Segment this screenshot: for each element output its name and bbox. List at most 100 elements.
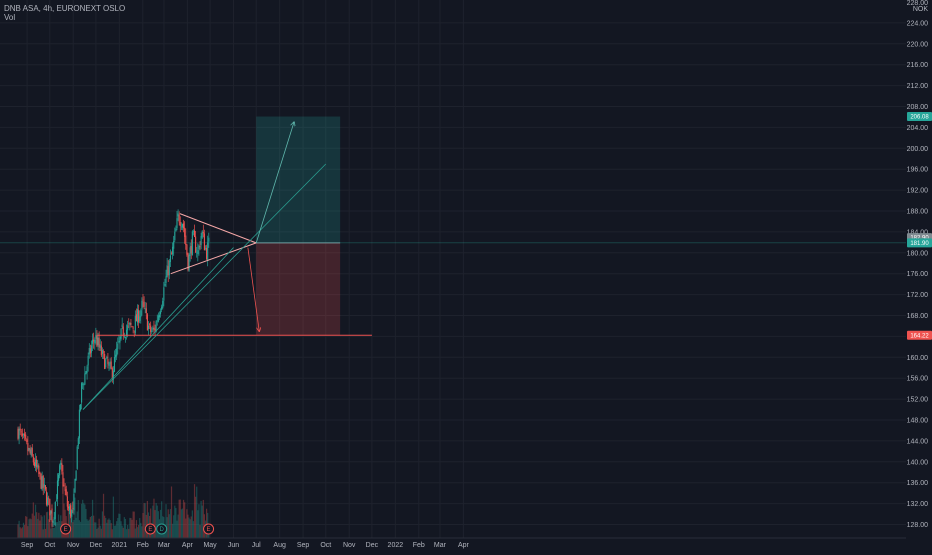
volume-bar (155, 503, 157, 538)
volume-bar (87, 520, 89, 538)
volume-bar (23, 524, 26, 538)
price-badge (907, 238, 932, 248)
candle-body (176, 218, 178, 229)
candle-body (21, 433, 23, 436)
time-tick-label: 2022 (388, 542, 404, 549)
candle-body (199, 246, 201, 248)
candle-body (192, 231, 194, 232)
candle-body (85, 371, 87, 375)
volume-bar (37, 518, 39, 538)
candle-body (101, 349, 103, 354)
event-label: E (64, 527, 68, 533)
event-label: D (160, 527, 165, 533)
candle-body (150, 325, 152, 332)
candle-body (151, 330, 153, 333)
candle-body (62, 472, 64, 487)
candle-body (31, 447, 33, 456)
candle-body (53, 517, 55, 520)
price-tick-label: 144.00 (907, 438, 929, 445)
candle-body (108, 364, 110, 366)
candle-body (111, 368, 113, 379)
volume-bar (167, 509, 169, 538)
volume-bar (107, 519, 109, 538)
candle-body (162, 300, 164, 308)
candle-body (166, 265, 168, 278)
candle-body (179, 221, 181, 227)
candle-body (140, 310, 142, 318)
volume-bar (80, 503, 83, 538)
price-tick-label: 184.00 (907, 229, 929, 236)
candle-body (207, 242, 209, 262)
time-tick-label: Mar (434, 542, 447, 549)
candle-body (63, 484, 65, 486)
candle-body (32, 456, 34, 463)
position-zones (0, 116, 906, 336)
candle-body (116, 348, 118, 357)
volume-bar (175, 508, 177, 538)
candle-body (149, 324, 151, 326)
volume-bar (45, 512, 48, 538)
volume-bar (197, 510, 199, 538)
volume-bar (54, 522, 56, 538)
volume-bar (30, 519, 32, 538)
candle-body (30, 449, 32, 456)
volume-bar (140, 522, 142, 538)
candle-body (90, 345, 93, 353)
volume-bar (166, 517, 168, 538)
volume-bar (97, 527, 99, 538)
time-tick-label: 2021 (112, 542, 128, 549)
candle-body (183, 223, 185, 229)
volume-bar (125, 529, 128, 538)
candle-body (96, 335, 98, 347)
volume-bar (27, 526, 29, 538)
candle-body (106, 356, 108, 359)
candle-body (39, 472, 41, 474)
candle-body (94, 339, 96, 344)
volume-bar (36, 512, 38, 538)
time-tick-label: Sep (297, 542, 310, 549)
candle-body (118, 341, 120, 343)
volume-bar (38, 512, 40, 538)
volume-bar (201, 505, 203, 538)
candle-body (43, 484, 45, 487)
volume-bar (82, 499, 84, 538)
candle-body (86, 366, 88, 373)
volume-bar (17, 524, 19, 538)
candle-body (147, 325, 150, 330)
candle-body (84, 373, 86, 385)
volume-bar (43, 515, 45, 538)
volume-bar (193, 484, 196, 538)
trend-line (82, 163, 327, 410)
time-tick-label: Nov (343, 542, 356, 549)
price-tick-label: 208.00 (907, 104, 929, 111)
candle-body (33, 462, 35, 467)
candle-body (138, 310, 140, 323)
candle-body (92, 339, 94, 344)
volume-bar (184, 502, 186, 538)
candle-body (203, 233, 205, 251)
candle-body (206, 247, 208, 259)
volume-bar (19, 527, 21, 538)
price-tick-label: 200.00 (907, 146, 929, 153)
candle-body (60, 462, 62, 466)
volume-bar (154, 510, 156, 538)
volume-bar (124, 518, 127, 538)
candle-body (112, 370, 114, 380)
candle-body (104, 353, 106, 369)
volume-bar (135, 520, 138, 538)
candle-body (18, 428, 20, 439)
candle-body (188, 255, 190, 271)
price-tick-label: 140.00 (907, 459, 929, 466)
volume-bar (99, 525, 101, 538)
volume-bar (29, 518, 31, 538)
candle-body (79, 404, 82, 411)
volume-bar (57, 514, 60, 538)
candle-body (186, 244, 188, 255)
candle-body (44, 485, 46, 490)
volume-bar (53, 528, 55, 538)
candle-body (50, 510, 52, 514)
volume-bar (118, 513, 120, 538)
volume-bar (31, 513, 33, 538)
